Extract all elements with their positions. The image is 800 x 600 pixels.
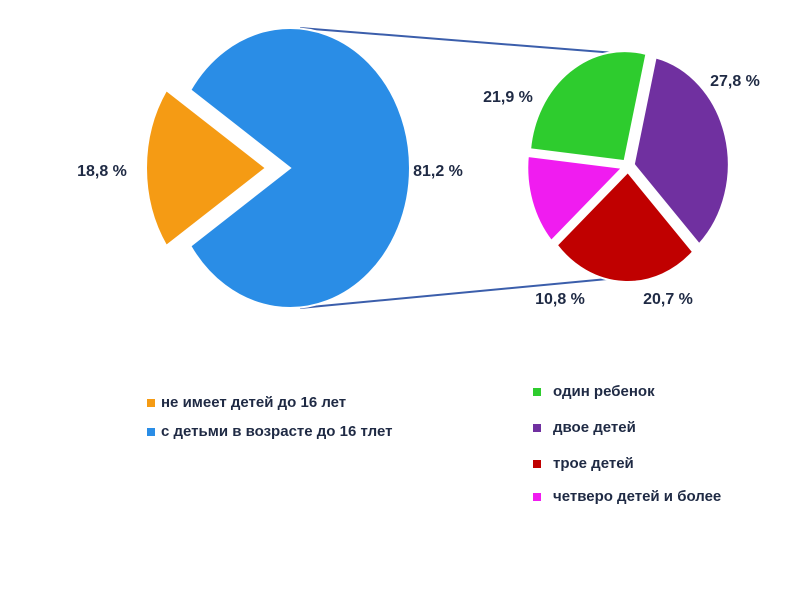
pie-slice (555, 170, 695, 283)
value-label: 81,2 % (413, 163, 463, 180)
connector-line (299, 27, 629, 55)
pie-slice (526, 154, 625, 243)
legend-swatch (147, 428, 155, 436)
value-label: 27,8 % (710, 73, 760, 90)
legend-label: трое детей (553, 455, 634, 472)
legend-swatch (533, 424, 541, 432)
legend-label: не имеет детей до 16 лет (161, 394, 346, 411)
pie-slice (632, 56, 730, 246)
legend-label: с детьми в возрасте до 16 тлет (161, 423, 392, 440)
pie-slice (189, 27, 411, 309)
value-label: 20,7 % (643, 291, 693, 308)
legend-label: двое детей (553, 419, 636, 436)
pie-slice (145, 88, 268, 248)
legend-swatch (533, 388, 541, 396)
legend-label: четверо детей и более (553, 488, 721, 505)
value-label: 21,9 % (483, 89, 533, 106)
legend-label: один ребенок (553, 383, 655, 400)
pie-slice (529, 50, 648, 163)
value-label: 10,8 % (535, 291, 585, 308)
legend-swatch (533, 493, 541, 501)
value-label: 18,8 % (77, 163, 127, 180)
legend-swatch (147, 399, 155, 407)
legend-swatch (533, 460, 541, 468)
connector-line (299, 277, 619, 309)
